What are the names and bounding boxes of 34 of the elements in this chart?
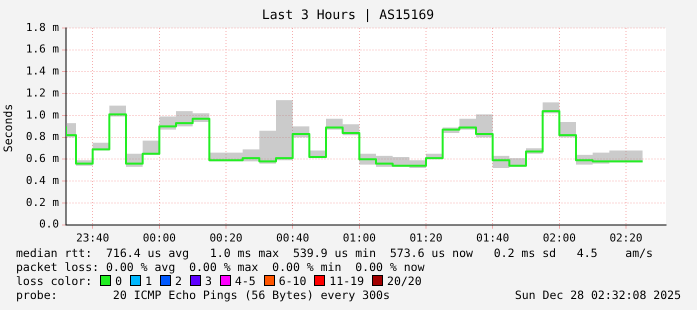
y-tick-label: 0.8 m xyxy=(26,130,60,144)
y-tick-label: 1.6 m xyxy=(26,42,60,56)
legend-title: loss color: xyxy=(16,274,92,288)
x-tick-label: 00:20 xyxy=(209,231,243,244)
y-tick-label: 1.2 m xyxy=(26,86,60,100)
x-tick-label: 00:40 xyxy=(276,231,310,244)
legend-label: 1 xyxy=(145,274,152,288)
legend-label: 4-5 xyxy=(234,274,256,288)
x-tick-label: 01:00 xyxy=(342,231,376,244)
legend-label: 2 xyxy=(175,274,182,288)
text: Sun Dec 28 02:32:08 2025 xyxy=(514,288,681,302)
y-tick-label: 1.4 m xyxy=(26,64,60,78)
y-tick-label: 0.4 m xyxy=(26,174,60,187)
y-tick-label: 0.6 m xyxy=(26,152,60,166)
legend-label: 11-19 xyxy=(329,274,364,288)
legend-label: 6-10 xyxy=(278,274,306,288)
legend-label: 0 xyxy=(115,274,122,288)
text: median rtt: 716.4 us avg 1.0 ms max 539.9 us min 573.6 us now 0.2 ms sd 4.5 am/s xyxy=(16,246,653,260)
y-tick-label: 0.2 m xyxy=(26,196,60,209)
x-tick-label: 02:20 xyxy=(609,231,643,244)
text: probe: 20 ICMP Echo Pings (56 Bytes) every 300s xyxy=(16,288,390,302)
y-tick-label: 0.0 xyxy=(39,218,59,231)
text: packet loss: 0.00 % avg 0.00 % max 0.00 % min 0.00 % now xyxy=(16,260,424,274)
chart-title: Last 3 Hours | AS15169 xyxy=(262,8,434,23)
y-axis-title: Seconds xyxy=(1,104,15,152)
legend-label: 20/20 xyxy=(387,274,422,288)
x-tick-label: 01:20 xyxy=(409,231,443,244)
x-tick-label: 23:40 xyxy=(76,231,110,244)
y-tick-label: 1.0 m xyxy=(26,108,60,122)
x-tick-label: 02:00 xyxy=(542,231,576,244)
legend-label: 3 xyxy=(204,274,212,288)
x-tick-label: 01:40 xyxy=(476,231,510,244)
y-tick-label: 1.8 m xyxy=(26,20,60,34)
x-tick-label: 00:00 xyxy=(142,231,176,244)
